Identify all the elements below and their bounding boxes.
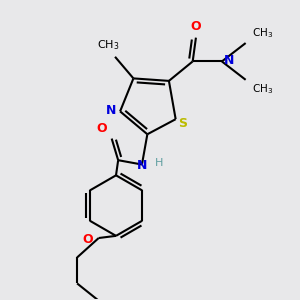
Text: O: O bbox=[82, 232, 93, 246]
Text: O: O bbox=[97, 122, 107, 135]
Text: CH$_3$: CH$_3$ bbox=[252, 26, 273, 40]
Text: CH$_3$: CH$_3$ bbox=[97, 38, 120, 52]
Text: S: S bbox=[178, 117, 187, 130]
Text: N: N bbox=[224, 54, 235, 67]
Text: O: O bbox=[190, 20, 201, 33]
Text: N: N bbox=[106, 104, 117, 117]
Text: N: N bbox=[137, 159, 147, 172]
Text: CH$_3$: CH$_3$ bbox=[252, 82, 273, 96]
Text: H: H bbox=[155, 158, 164, 168]
